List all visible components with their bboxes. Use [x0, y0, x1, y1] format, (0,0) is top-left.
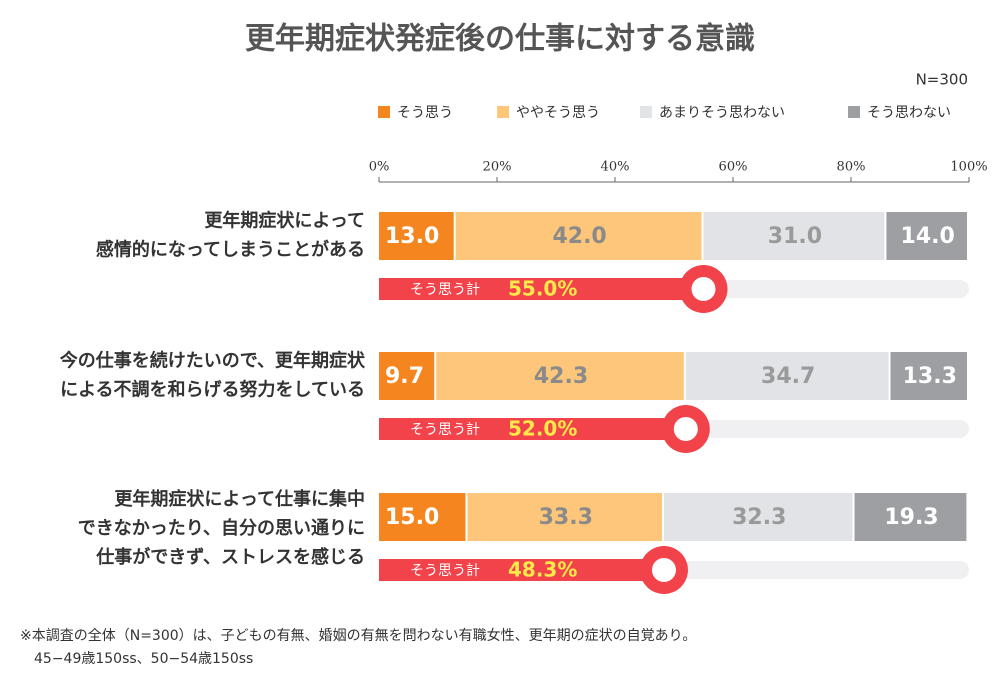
footnote: ※本調査の全体（N=300）は、子どもの有無、婚姻の有無を問わない有職女性、更年… — [20, 627, 696, 644]
bar-segment — [379, 212, 454, 260]
category-label: による不調を和らげる努力をしている — [60, 379, 365, 401]
bar-segment — [379, 493, 466, 541]
x-tick-label: 100% — [950, 160, 987, 175]
x-tick-label: 20% — [483, 160, 512, 175]
value-label: 33.3 — [539, 505, 593, 530]
category-label: できなかったり、自分の思い通りに — [78, 517, 365, 539]
category-label: 感情的になってしまうことがある — [96, 239, 365, 261]
x-tick-label: 40% — [601, 160, 630, 175]
legend-label: そう思わない — [867, 105, 951, 121]
bar-segment — [379, 352, 435, 400]
total-name: そう思う計 — [410, 422, 480, 438]
legend-swatch — [848, 106, 860, 118]
total-bar — [379, 418, 686, 440]
legend-label: ややそう思う — [516, 105, 600, 121]
legend-swatch — [497, 106, 509, 118]
value-label: 9.7 — [385, 364, 424, 389]
category-label: 更年期症状によって仕事に集中 — [114, 488, 365, 510]
bar-segment — [436, 352, 684, 400]
value-label: 15.0 — [385, 505, 439, 530]
value-label: 42.3 — [534, 364, 588, 389]
x-tick-label: 80% — [837, 160, 866, 175]
category-label: 仕事ができず、ストレスを感じる — [95, 546, 365, 568]
value-label: 14.0 — [901, 224, 955, 249]
value-label: 34.7 — [761, 364, 815, 389]
category-label: 更年期症状によって — [204, 210, 365, 232]
x-tick-label: 0% — [369, 160, 390, 175]
total-name: そう思う計 — [410, 563, 480, 579]
bar-segment — [455, 212, 702, 260]
total-marker-inner — [651, 558, 676, 582]
total-value: 55.0% — [508, 277, 577, 301]
bar-segment — [685, 352, 889, 400]
value-label: 42.0 — [552, 224, 606, 249]
total-name: そう思う計 — [410, 282, 480, 298]
legend-label: そう思う — [397, 105, 453, 121]
legend-swatch — [378, 106, 390, 118]
bar-segment — [663, 493, 853, 541]
x-tick-label: 60% — [719, 160, 748, 175]
bar-segment — [467, 493, 662, 541]
value-label: 19.3 — [884, 505, 938, 530]
category-label: 今の仕事を続けたいので、更年期症状 — [60, 350, 366, 372]
sample-size: N=300 — [916, 71, 968, 89]
bar-segment — [703, 212, 885, 260]
value-label: 32.3 — [732, 505, 786, 530]
legend-swatch — [640, 106, 652, 118]
total-bar — [379, 278, 704, 300]
value-label: 13.0 — [385, 224, 439, 249]
bar-segment — [886, 212, 967, 260]
bar-segment — [890, 352, 967, 400]
chart-title: 更年期症状発症後の仕事に対する意識 — [245, 22, 755, 57]
value-label: 13.3 — [903, 364, 957, 389]
legend-label: あまりそう思わない — [659, 105, 785, 121]
bar-segment — [854, 493, 967, 541]
footnote: 45−49歳150ss、50−54歳150ss — [34, 651, 253, 667]
value-label: 31.0 — [768, 224, 822, 249]
total-marker-inner — [673, 417, 698, 441]
total-value: 48.3% — [508, 558, 577, 582]
total-marker-inner — [691, 277, 716, 301]
total-bar — [379, 559, 664, 581]
total-value: 52.0% — [508, 417, 577, 441]
